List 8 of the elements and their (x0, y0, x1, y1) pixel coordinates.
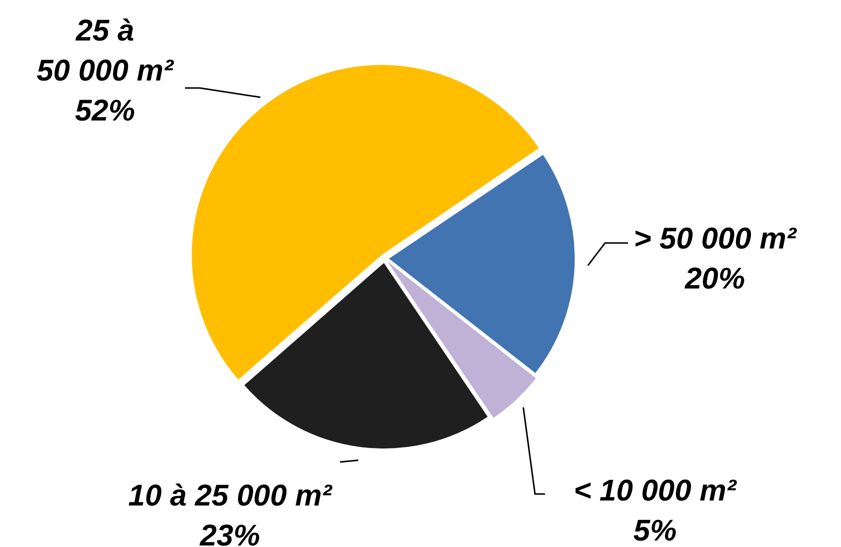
slice-label: < 10 000 m² (574, 474, 738, 508)
slice-label: 25 à 50 000 m² (36, 14, 174, 88)
data-label: 52% (74, 94, 136, 128)
data-label: 23% (198, 519, 260, 547)
slice-label: 10 à 25 000 m² (128, 479, 333, 512)
data-label: 20% (684, 262, 746, 296)
slice-label: > 50 000 m² (634, 222, 798, 256)
data-label: 5% (633, 514, 677, 547)
